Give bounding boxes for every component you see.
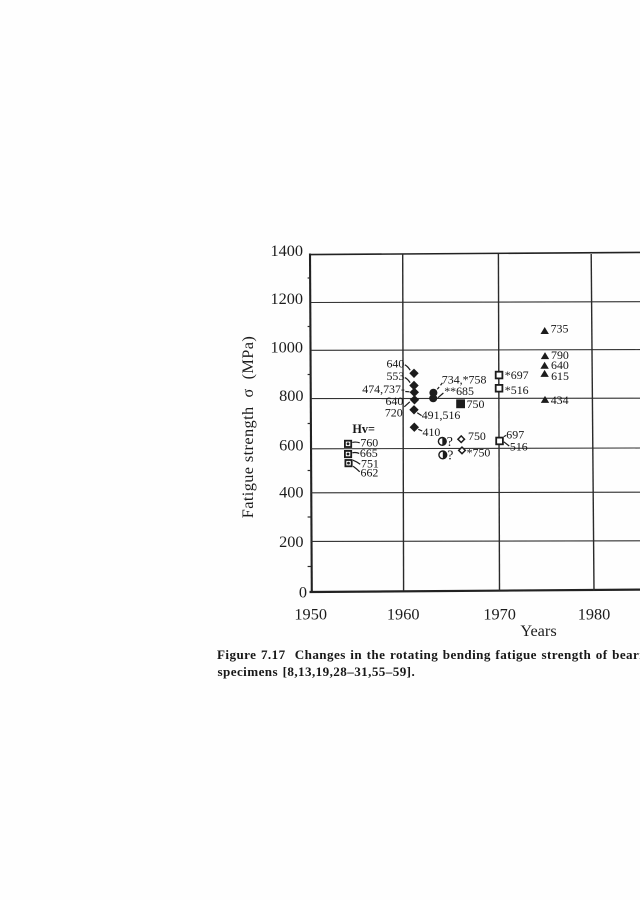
svg-text:Years: Years: [520, 621, 556, 640]
svg-text:410: 410: [423, 425, 441, 439]
svg-text:474,737-: 474,737-: [362, 382, 405, 396]
svg-text:Hv=: Hv=: [352, 422, 375, 436]
svg-text:662: 662: [361, 466, 379, 480]
svg-text:800: 800: [279, 386, 303, 405]
svg-text:720: 720: [385, 405, 403, 419]
svg-text:600: 600: [279, 436, 303, 455]
svg-text:734,*758: 734,*758: [442, 372, 487, 386]
svg-text:491,516: 491,516: [422, 408, 461, 422]
svg-text:*750: *750: [467, 446, 491, 460]
svg-text:?: ?: [447, 434, 453, 449]
svg-text:200: 200: [279, 532, 303, 551]
svg-text:*697: *697: [505, 368, 529, 382]
svg-text:1000: 1000: [270, 338, 303, 357]
svg-text:697: 697: [506, 427, 524, 441]
svg-text:553: 553: [386, 369, 404, 383]
svg-text:**685: **685: [444, 384, 474, 398]
svg-text:1980: 1980: [578, 604, 611, 623]
svg-text:640: 640: [386, 356, 404, 370]
svg-text:750: 750: [467, 397, 485, 411]
svg-text:434: 434: [551, 393, 569, 407]
svg-text:1970: 1970: [483, 604, 516, 623]
svg-text:1950: 1950: [294, 604, 327, 623]
svg-text:1400: 1400: [270, 241, 303, 260]
svg-text:640: 640: [551, 358, 569, 372]
svg-text:790: 790: [551, 348, 569, 362]
svg-text:751: 751: [361, 456, 379, 470]
svg-text:665: 665: [360, 446, 378, 460]
svg-text:735: 735: [551, 322, 569, 336]
svg-text:0: 0: [299, 583, 307, 602]
svg-text:1960: 1960: [387, 604, 420, 623]
svg-text:Fatigue strength σ (MPa): Fatigue strength σ (MPa): [238, 336, 257, 518]
svg-text:1200: 1200: [270, 289, 303, 308]
svg-text:760: 760: [360, 436, 378, 450]
svg-text:640: 640: [385, 394, 403, 408]
svg-text:400: 400: [279, 482, 303, 501]
svg-text:750: 750: [468, 429, 486, 443]
svg-text:516: 516: [510, 439, 528, 453]
svg-text:*516: *516: [505, 383, 529, 397]
svg-text:?: ?: [447, 448, 453, 463]
svg-text:615: 615: [551, 369, 569, 383]
